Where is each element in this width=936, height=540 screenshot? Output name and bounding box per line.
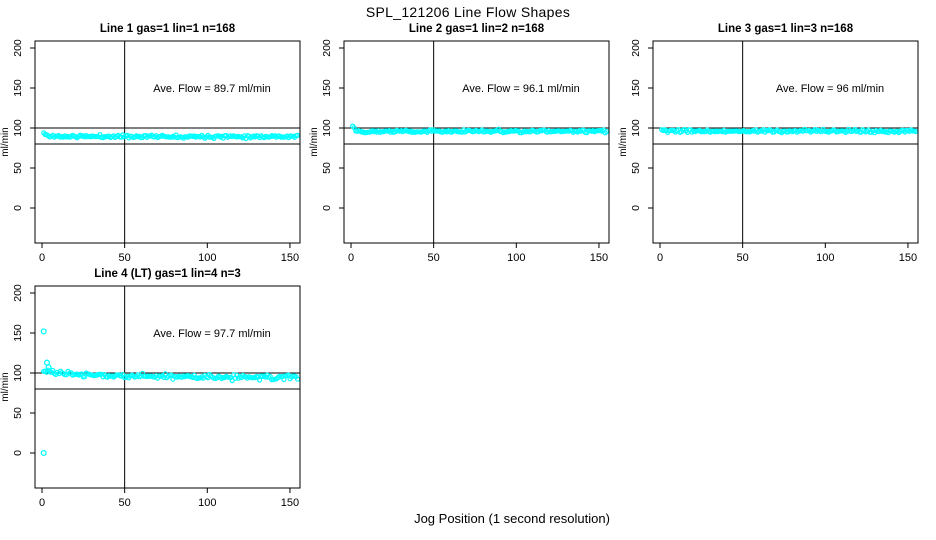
y-axis-label: ml/min: [0, 127, 11, 156]
y-axis-label: ml/min: [309, 127, 320, 156]
y-tick-label: 0: [630, 205, 642, 211]
y-tick-label: 100: [321, 119, 333, 137]
y-tick-label: 150: [12, 79, 24, 97]
y-axis-label: ml/min: [618, 127, 629, 156]
x-axis-label: Jog Position (1 second resolution): [414, 511, 610, 526]
y-tick-label: 50: [12, 162, 24, 174]
x-tick-label: 50: [119, 252, 131, 264]
y-tick-label: 100: [630, 119, 642, 137]
y-tick-label: 0: [321, 205, 333, 211]
y-tick-label: 200: [12, 284, 24, 302]
plot-box: [343, 40, 610, 244]
x-tick-label: 50: [428, 252, 440, 264]
plot-box: [34, 285, 301, 489]
x-tick-label: 150: [590, 252, 608, 264]
plot-canvas: Line 1 gas=1 lin=1 n=168 0 50 100 150 0 50 100 1…: [0, 23, 301, 264]
x-tick-label: 0: [348, 252, 354, 264]
ave-flow-annotation: Ave. Flow = 89.7 ml/min: [153, 83, 270, 95]
plot-box: [34, 40, 301, 244]
outlier-point: [45, 364, 52, 371]
y-tick-label: 200: [630, 39, 642, 57]
y-tick-label: 100: [12, 119, 24, 137]
y-tick-label: 200: [321, 39, 333, 57]
y-tick-label: 100: [12, 364, 24, 382]
plot-canvas: Line 4 (LT) gas=1 lin=4 n=3 0 50 100 150 0 50 1…: [0, 268, 301, 509]
x-tick-label: 150: [899, 252, 917, 264]
x-tick-label: 100: [198, 252, 216, 264]
panel-line-2: Line 2 gas=1 lin=2 n=168 0 50 100 150 0 50 100 1…: [309, 18, 621, 266]
y-tick-label: 150: [12, 324, 24, 342]
panel-line-1: Line 1 gas=1 lin=1 n=168 0 50 100 150 0 50 100 1…: [0, 18, 312, 266]
y-tick-label: 150: [630, 79, 642, 97]
ave-flow-annotation: Ave. Flow = 96 ml/min: [776, 83, 884, 95]
outlier-point: [43, 359, 51, 366]
x-tick-label: 0: [39, 497, 45, 509]
panel-line-3: Line 3 gas=1 lin=3 n=168 0 50 100 150 0 50 100 1…: [618, 18, 930, 266]
panel-title: Line 3 gas=1 lin=3 n=168: [718, 23, 854, 35]
x-tick-label: 100: [816, 252, 834, 264]
x-tick-label: 50: [119, 497, 131, 509]
x-tick-label: 0: [39, 252, 45, 264]
y-tick-label: 50: [12, 407, 24, 419]
y-tick-label: 50: [321, 162, 333, 174]
panel-line-4: Line 4 (LT) gas=1 lin=4 n=3 0 50 100 150 0 50 1…: [0, 263, 312, 511]
ave-flow-annotation: Ave. Flow = 96.1 ml/min: [462, 83, 579, 95]
y-tick-label: 50: [630, 162, 642, 174]
x-tick-label: 100: [507, 252, 525, 264]
x-tick-label: 100: [198, 497, 216, 509]
ave-flow-annotation: Ave. Flow = 97.7 ml/min: [153, 328, 270, 340]
x-tick-label: 150: [281, 497, 299, 509]
plot-canvas: Line 2 gas=1 lin=2 n=168 0 50 100 150 0 50 100 1…: [309, 23, 610, 264]
panel-title: Line 4 (LT) gas=1 lin=4 n=3: [94, 268, 240, 280]
panel-title: Line 1 gas=1 lin=1 n=168: [100, 23, 236, 35]
panel-title: Line 2 gas=1 lin=2 n=168: [409, 23, 545, 35]
outlier-point: [40, 328, 47, 335]
y-tick-label: 0: [12, 450, 24, 456]
y-axis-label: ml/min: [0, 372, 11, 401]
y-tick-label: 200: [12, 39, 24, 57]
figure-title: SPL_121206 Line Flow Shapes: [365, 4, 571, 20]
x-tick-label: 0: [657, 252, 663, 264]
plot-canvas: Line 3 gas=1 lin=3 n=168 0 50 100 150 0 50 100 1…: [618, 23, 919, 264]
outlier-point: [40, 449, 47, 457]
x-tick-label: 50: [737, 252, 749, 264]
data-point: [257, 377, 263, 383]
y-tick-label: 0: [12, 205, 24, 211]
plot-box: [652, 40, 919, 244]
x-tick-label: 150: [281, 252, 299, 264]
y-tick-label: 150: [321, 79, 333, 97]
